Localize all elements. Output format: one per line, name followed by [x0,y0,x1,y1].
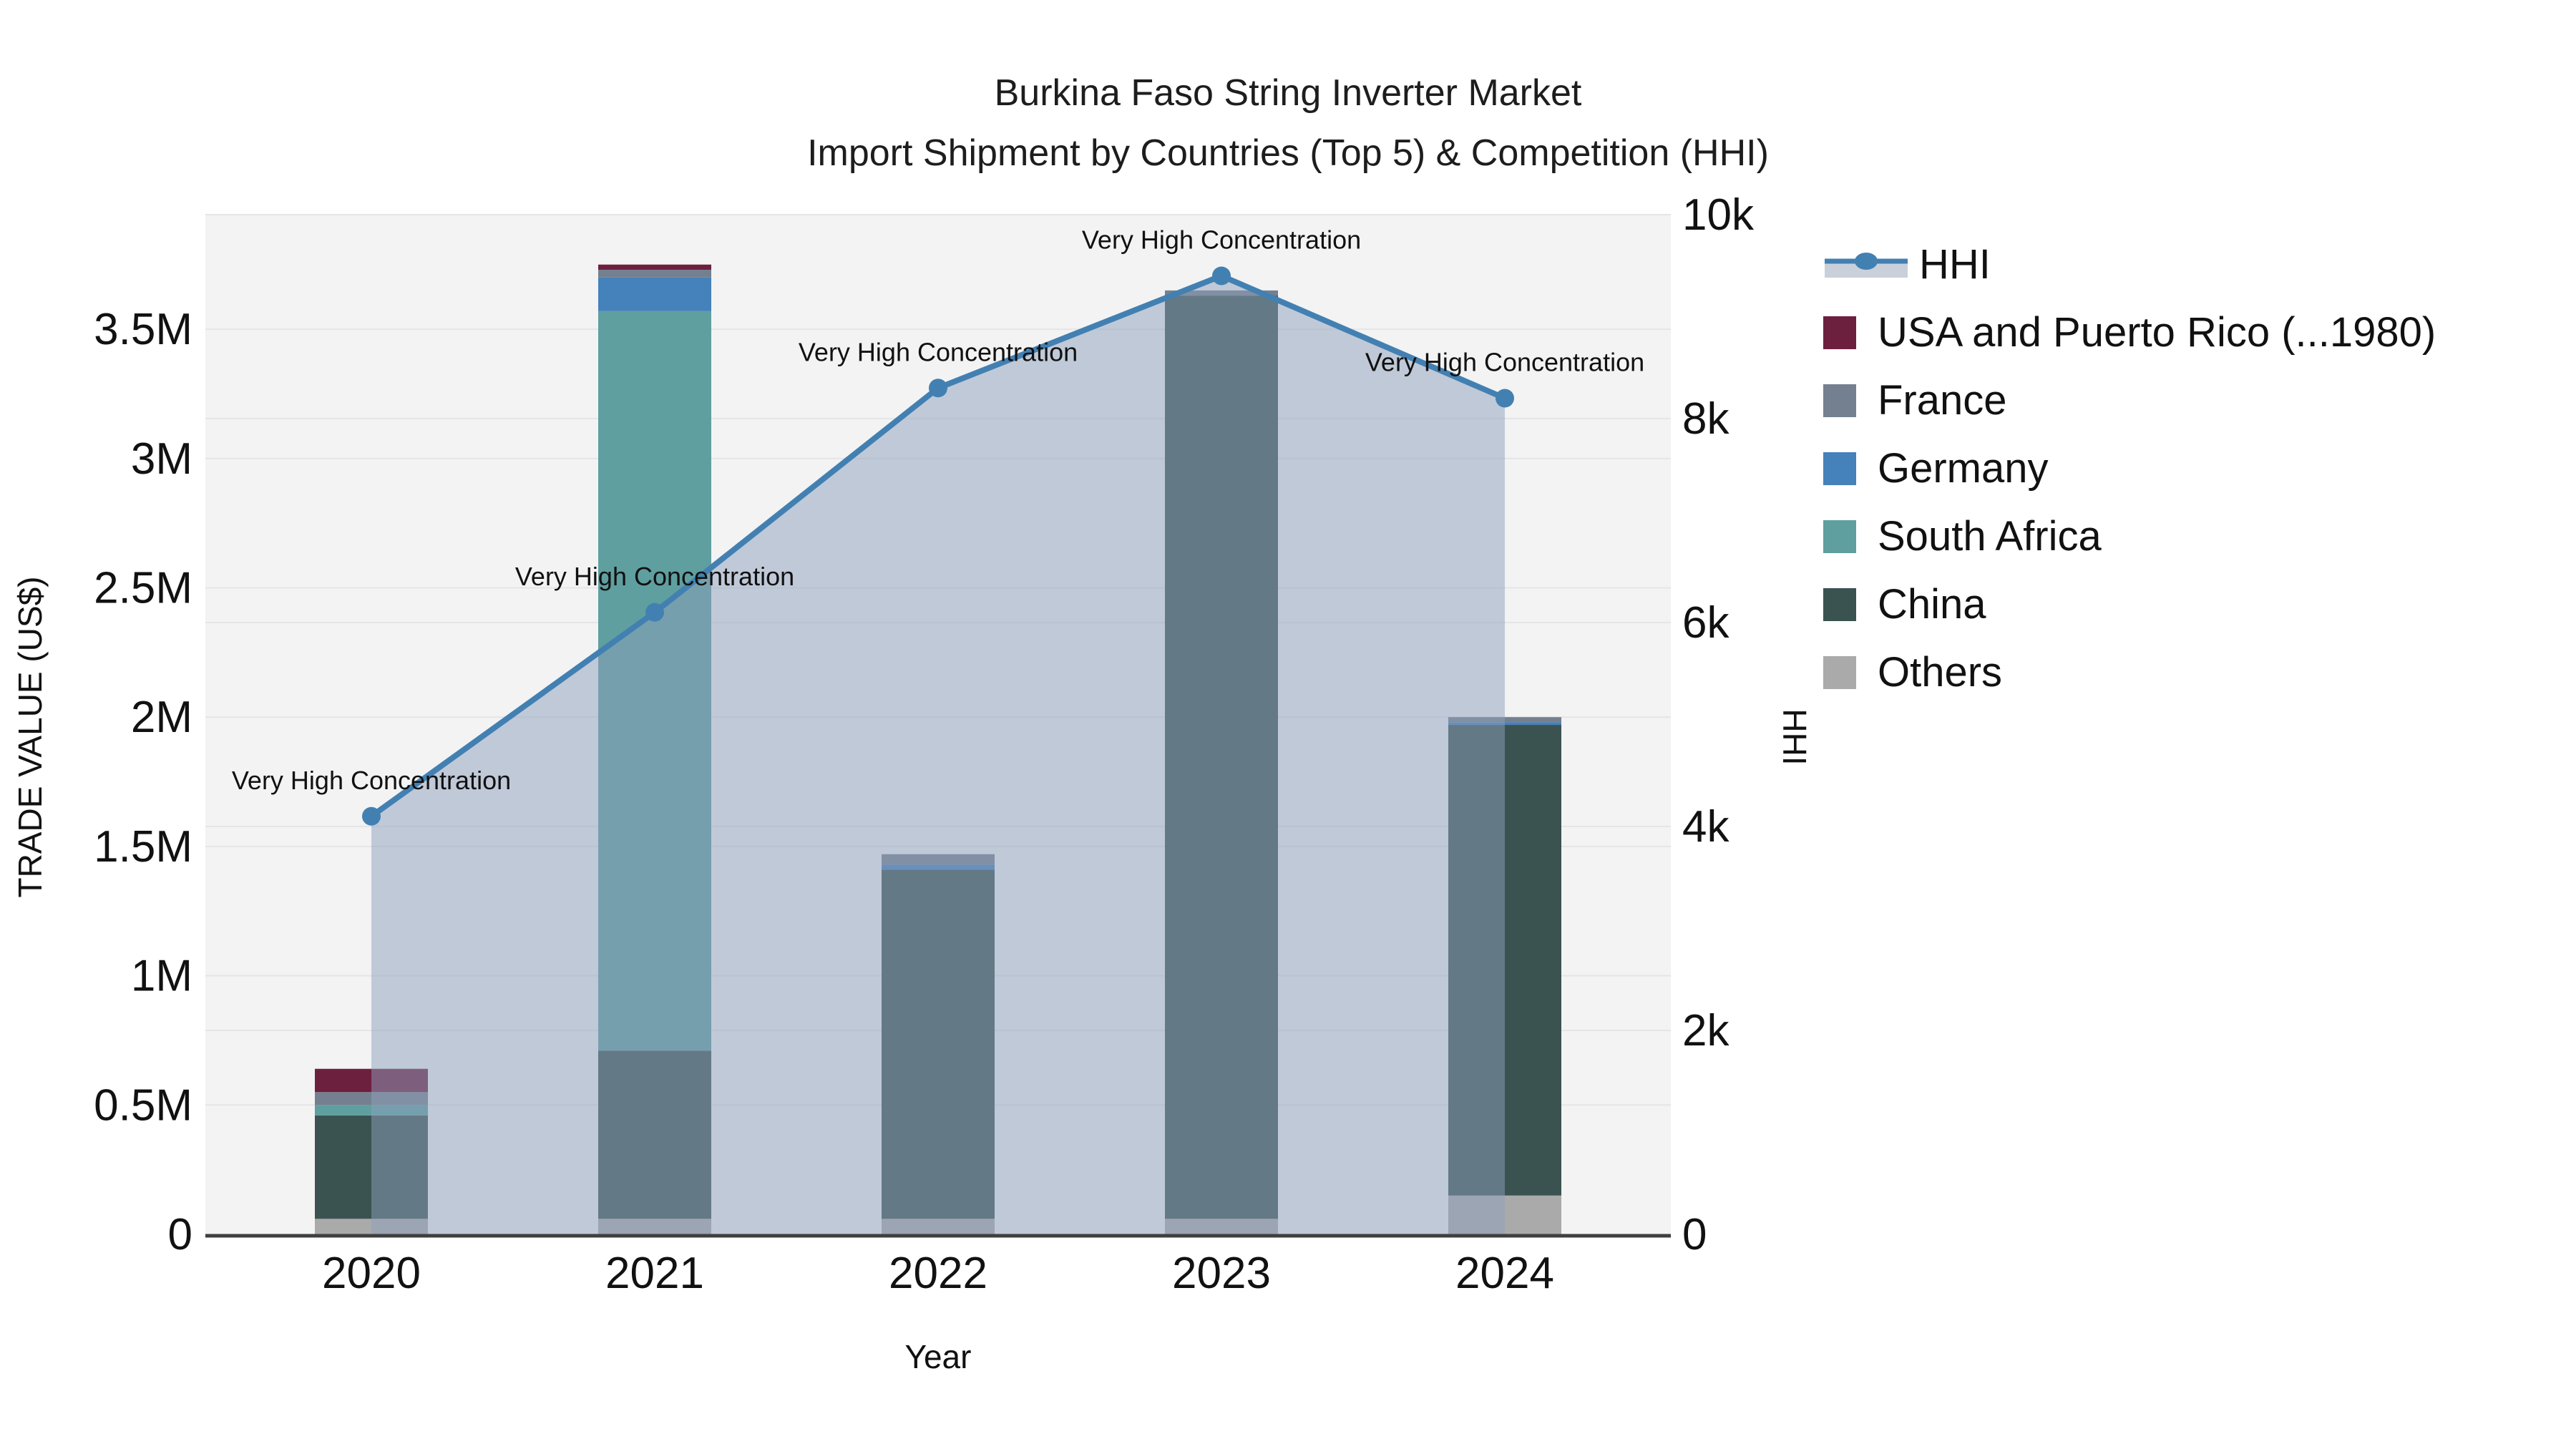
legend-label: USA and Puerto Rico (...1980) [1878,309,2436,356]
x-tick-2024: 2024 [1455,1249,1554,1298]
legend-item-south-africa[interactable]: South Africa [1823,502,2436,570]
legend: HHI USA and Puerto Rico (...1980) France Ge… [1823,230,2436,706]
y-right-axis-title: HHI [1776,708,1813,765]
y-left-tick-1: 0.5M [94,1080,192,1130]
legend-swatch [1823,384,1856,417]
y-left-tick-6: 3M [131,434,192,484]
legend-label: Germany [1878,445,2049,492]
legend-label: HHI [1919,241,1991,288]
legend-label: South Africa [1878,513,2102,560]
bar-segment-2021-france[interactable] [598,269,711,278]
annotation-2022: Very High Concentration [799,337,1078,366]
x-axis-title: Year [905,1338,972,1375]
hhi-line-legend-glyph [1825,252,1908,278]
y-left-tick-5: 2.5M [94,564,192,613]
legend-item-france[interactable]: France [1823,366,2436,434]
chart-subtitle: Import Shipment by Countries (Top 5) & C… [807,132,1769,174]
legend-label: France [1878,377,2007,424]
legend-swatch [1823,655,1856,689]
y-left-tick-2: 1M [131,952,192,1001]
hhi-marker-2020[interactable] [362,806,381,826]
y-left-tick-3: 1.5M [94,822,192,872]
legend-label: Others [1878,649,2003,696]
x-tick-2020: 2020 [322,1249,421,1298]
y-left-tick-4: 2M [131,693,192,742]
hhi-marker-2024[interactable] [1496,389,1514,408]
bar-segment-2021-usa-and-puerto-rico-1980[interactable] [598,264,711,270]
annotation-2020: Very High Concentration [232,766,511,795]
x-tick-2021: 2021 [605,1249,704,1298]
legend-item-china[interactable]: China [1823,570,2436,638]
y-right-tick-0: 0 [1682,1210,1707,1259]
hhi-area-fill [371,275,1505,1234]
annotation-2023: Very High Concentration [1082,225,1361,255]
legend-swatch [1823,452,1856,485]
y-right-tick-3: 6k [1682,598,1729,648]
y-right-tick-1: 2k [1682,1006,1729,1055]
legend-item-others[interactable]: Others [1823,638,2436,706]
y-right-tick-2: 4k [1682,802,1729,852]
y-left-tick-0: 0 [168,1210,192,1259]
chart-title: Burkina Faso String Inverter Market [994,72,1582,114]
hhi-marker-2022[interactable] [929,379,947,398]
y-left-tick-7: 3.5M [94,305,192,354]
legend-swatch [1823,316,1856,349]
y-right-tick-5: 10k [1682,190,1755,240]
legend-swatch [1823,587,1856,621]
hhi-marker-2023[interactable] [1212,266,1231,286]
annotation-2021: Very High Concentration [515,562,794,591]
legend-item-hhi[interactable]: HHI [1823,230,2436,298]
legend-swatch [1823,519,1856,553]
legend-label: China [1878,581,1986,628]
annotation-2024: Very High Concentration [1365,348,1644,377]
y-left-axis-title: TRADE VALUE (US$) [11,576,49,897]
legend-item-usa-and-puerto-rico-1980[interactable]: USA and Puerto Rico (...1980) [1823,298,2436,366]
legend-item-germany[interactable]: Germany [1823,434,2436,502]
y-right-tick-4: 8k [1682,394,1729,444]
x-tick-2022: 2022 [889,1249,987,1298]
x-tick-2023: 2023 [1172,1249,1271,1298]
bar-segment-2021-germany[interactable] [598,277,711,311]
hhi-marker-2021[interactable] [645,602,664,622]
